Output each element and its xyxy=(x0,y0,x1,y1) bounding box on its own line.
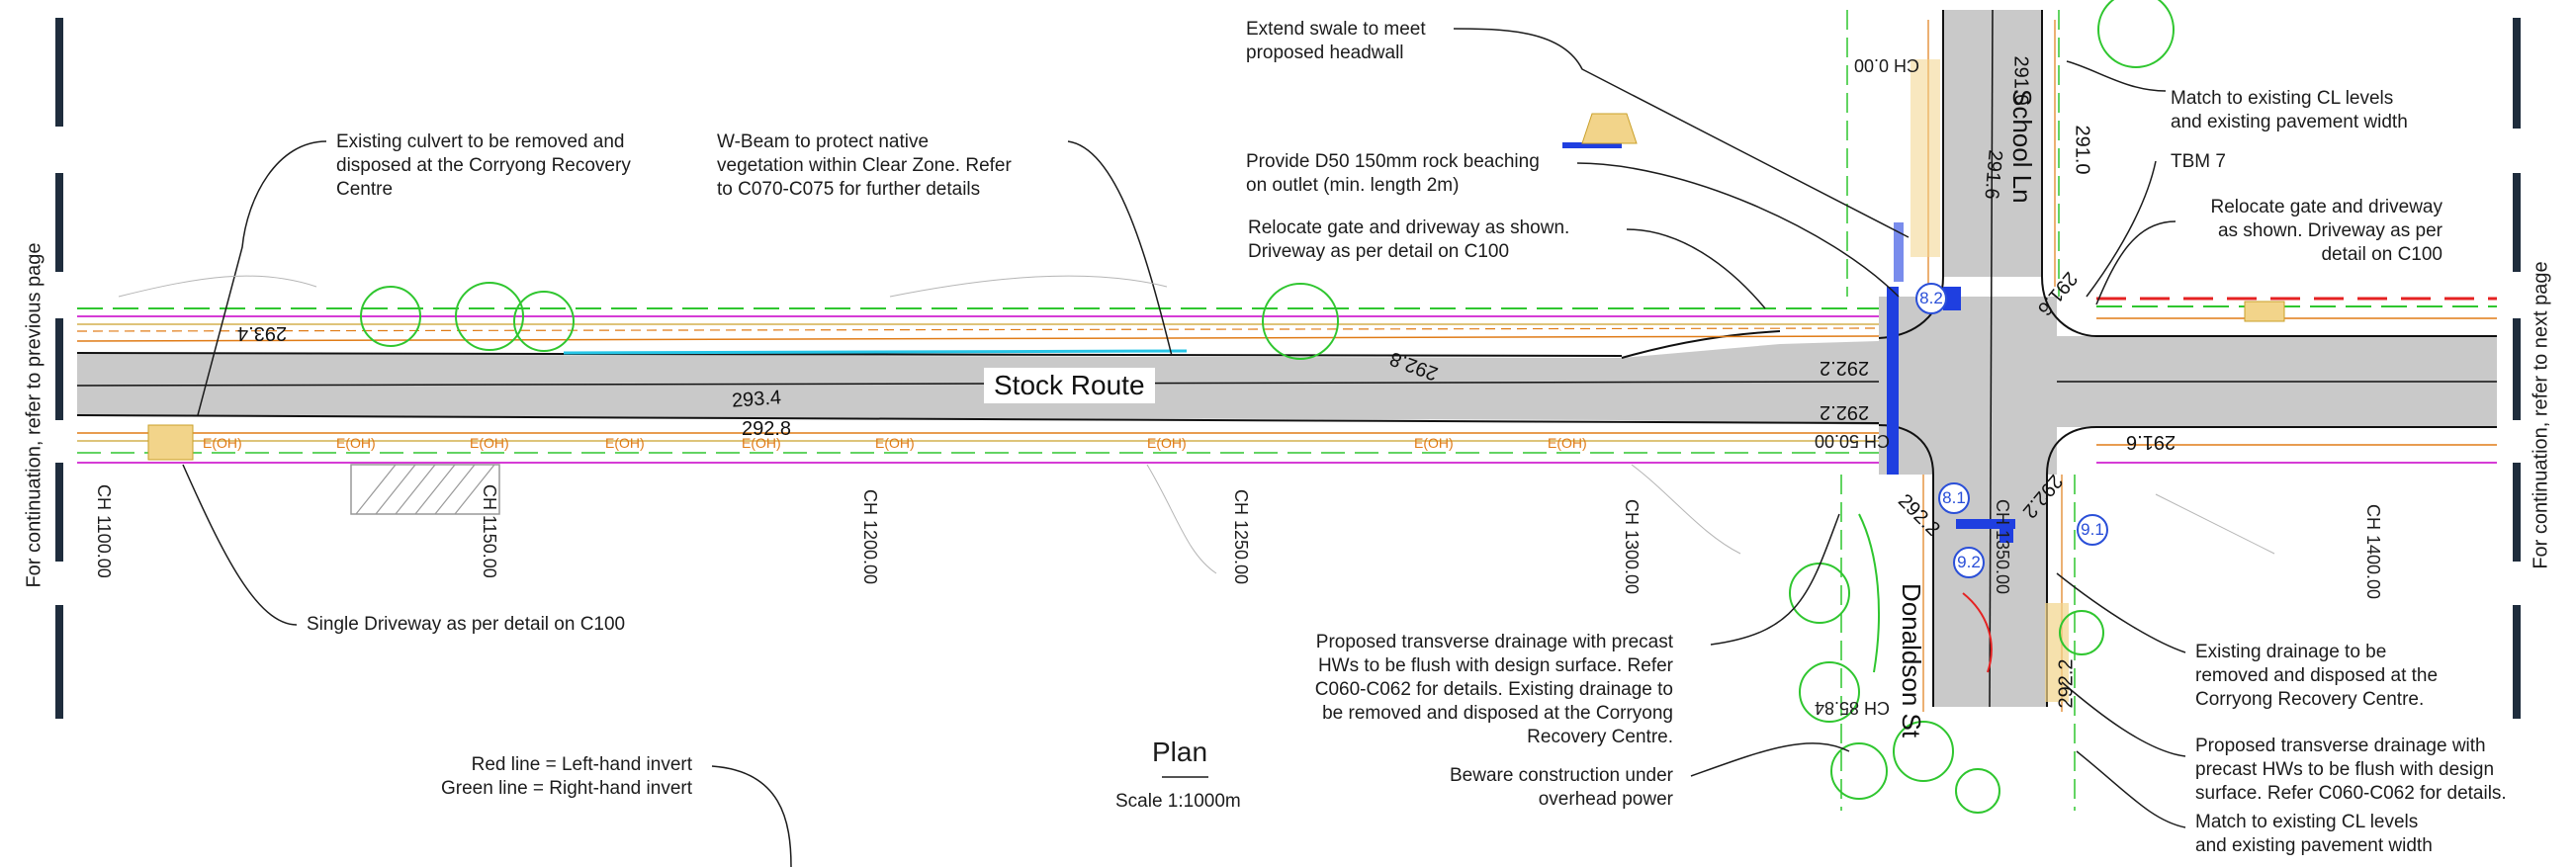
reference-bubble: 8.1 xyxy=(1938,482,1970,514)
note-single-driveway: Single Driveway as per detail on C100 xyxy=(307,614,626,635)
plan-scale: Scale 1:1000m xyxy=(1115,791,1241,812)
stock-route-label: Stock Route xyxy=(984,368,1155,403)
note-tbm: TBM 7 xyxy=(2171,151,2226,172)
note-extend-swale: Extend swale to meet proposed headwall xyxy=(1246,19,1426,63)
overhead-power-label: E(OH) xyxy=(742,435,781,451)
note-relocate-gate-right: Relocate gate and driveway as shown. Dri… xyxy=(2210,197,2443,265)
chainage-label: CH 0.00 xyxy=(1854,55,1920,75)
plan-title: Plan xyxy=(1152,737,1208,767)
level-label: 293.4 xyxy=(237,322,288,344)
note-overhead-power: Beware construction under overhead power xyxy=(1449,765,1673,810)
note-transverse-drainage-left: Proposed transverse drainage with precas… xyxy=(1314,632,1673,747)
level-label: 293.4 xyxy=(731,387,782,412)
legend-red-line: Red line = Left-hand invert xyxy=(471,754,692,775)
note-match-cl-top: Match to existing CL levels and existing… xyxy=(2171,88,2408,132)
reference-bubble: 9.2 xyxy=(1953,547,1985,578)
note-relocate-gate-left: Relocate gate and driveway as shown. Dri… xyxy=(1248,217,1570,262)
school-ln-label: School Ln xyxy=(2007,89,2037,204)
leader-lines xyxy=(182,28,2186,867)
level-label: 292.2 xyxy=(1820,357,1870,379)
chainage-label: CH 1350.00 xyxy=(1993,499,2012,595)
chainage-label: CH 85.84 xyxy=(1815,698,1891,718)
invert-lines xyxy=(1858,513,1993,673)
donaldson-st-label: Donaldson St xyxy=(1897,583,1926,738)
overhead-power-label: E(OH) xyxy=(470,435,509,451)
contours xyxy=(118,275,2275,574)
chainage-label: CH 1400.00 xyxy=(2363,504,2383,600)
intersection-pavement xyxy=(1878,9,2097,712)
overhead-power-label: E(OH) xyxy=(1147,435,1187,451)
reference-bubble: 9.1 xyxy=(2077,514,2108,546)
east-pavement xyxy=(2057,317,2497,446)
overhead-power-label: E(OH) xyxy=(1414,435,1454,451)
chainage-label: CH 1100.00 xyxy=(94,484,114,578)
note-w-beam: W-Beam to protect native vegetation with… xyxy=(717,131,1012,200)
level-label: 291.6 xyxy=(2126,431,2176,453)
level-label: 292.8 xyxy=(742,418,792,440)
legend-green-line: Green line = Right-hand invert xyxy=(440,778,692,799)
trees xyxy=(360,0,2175,814)
stock-route-pavement xyxy=(76,323,1880,442)
level-label: 291.0 xyxy=(2009,55,2032,106)
overhead-power-label: E(OH) xyxy=(203,435,242,451)
overhead-power-label: E(OH) xyxy=(336,435,376,451)
overhead-power-label: E(OH) xyxy=(605,435,645,451)
border-marks xyxy=(55,18,2521,719)
chainage-label: CH 1150.00 xyxy=(480,484,499,578)
note-existing-drainage: Existing drainage to be removed and disp… xyxy=(2195,642,2439,710)
reference-bubble: 8.2 xyxy=(1915,283,1947,314)
hatched-building xyxy=(350,464,500,515)
level-label: 292.2 xyxy=(2055,658,2078,709)
level-label: 291.6 xyxy=(1980,148,2006,201)
chainage-label: CH 1250.00 xyxy=(1231,489,1251,585)
right-continuation-label: For continuation, refer to next page xyxy=(2530,261,2552,569)
note-rock-beaching: Provide D50 150mm rock beaching on outle… xyxy=(1246,151,1540,196)
chainage-label: CH 1200.00 xyxy=(860,489,880,585)
note-existing-culvert: Existing culvert to be removed and dispo… xyxy=(336,131,631,200)
property-boundaries xyxy=(77,10,2497,811)
driveways xyxy=(147,113,2285,461)
note-match-cl-bottom: Match to existing CL levels and existing… xyxy=(2195,812,2433,856)
culverts xyxy=(1562,142,2015,543)
left-continuation-label: For continuation, refer to previous page xyxy=(23,242,45,588)
level-label: 291.0 xyxy=(2071,125,2093,175)
chainage-label: CH 1300.00 xyxy=(1622,499,1642,595)
chainage-label: CH 50.00 xyxy=(1815,431,1891,451)
overhead-power-label: E(OH) xyxy=(1548,435,1587,451)
overhead-power-label: E(OH) xyxy=(875,435,915,451)
level-label: 292.2 xyxy=(1820,401,1870,423)
note-transverse-drainage-right: Proposed transverse drainage with precas… xyxy=(2195,736,2507,804)
